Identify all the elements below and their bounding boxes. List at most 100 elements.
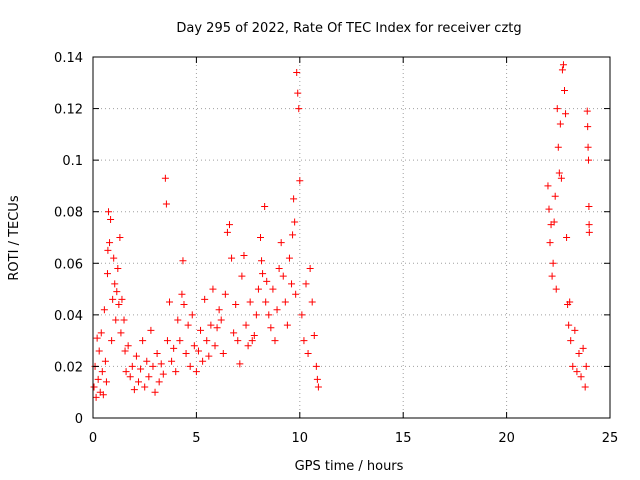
x-axis-label: GPS time / hours <box>295 459 404 474</box>
data-point <box>108 337 116 345</box>
y-tick-label: 0.02 <box>54 360 83 375</box>
data-point <box>296 177 304 185</box>
data-point <box>107 215 115 223</box>
data-point <box>262 298 270 306</box>
x-tick-label: 15 <box>395 431 412 446</box>
data-point <box>228 254 236 262</box>
data-point <box>197 326 205 334</box>
y-tick-label: 0.14 <box>54 51 83 66</box>
x-tick-label: 10 <box>292 431 309 446</box>
data-point <box>95 347 103 355</box>
data-point <box>213 324 221 332</box>
x-tick-label: 0 <box>89 431 97 446</box>
data-point <box>168 357 176 365</box>
data-point <box>190 342 198 350</box>
plot-frame <box>92 56 611 419</box>
data-point <box>111 280 119 288</box>
data-point <box>544 182 552 190</box>
data-point <box>246 298 254 306</box>
data-point <box>122 368 130 376</box>
data-point <box>579 344 587 352</box>
data-point <box>219 350 227 358</box>
data-point <box>186 362 194 370</box>
data-point <box>582 362 590 370</box>
data-point <box>314 383 322 391</box>
data-point <box>288 280 296 288</box>
data-point <box>313 375 321 383</box>
data-point <box>128 362 136 370</box>
data-point <box>242 321 250 329</box>
data-point <box>153 350 161 358</box>
y-axis-label: ROTI / TECUs <box>7 195 22 280</box>
data-point <box>106 239 114 247</box>
data-point <box>101 357 109 365</box>
data-point <box>558 66 566 74</box>
data-point <box>159 370 167 378</box>
data-point <box>557 174 565 182</box>
data-point <box>217 316 225 324</box>
data-point <box>115 301 123 309</box>
data-point <box>552 285 560 293</box>
data-point <box>221 290 229 298</box>
data-point <box>114 264 122 272</box>
data-point <box>223 228 231 236</box>
data-point <box>283 321 291 329</box>
data-point <box>236 360 244 368</box>
data-point <box>166 298 174 306</box>
y-tick-label: 0.06 <box>54 257 83 272</box>
data-point <box>244 342 252 350</box>
data-point <box>306 264 314 272</box>
y-tick-label: 0 <box>75 412 83 427</box>
data-point <box>149 362 157 370</box>
data-point <box>252 311 260 319</box>
data-point <box>556 120 564 128</box>
data-point <box>162 200 170 208</box>
data-point <box>550 218 558 226</box>
data-point <box>584 123 592 131</box>
data-point <box>98 368 106 376</box>
data-point <box>285 254 293 262</box>
data-point <box>573 368 581 376</box>
x-tick-label: 5 <box>192 431 200 446</box>
data-point <box>277 239 285 247</box>
data-point <box>132 352 140 360</box>
data-point <box>250 331 258 339</box>
data-point <box>585 221 593 229</box>
data-point <box>300 337 308 345</box>
data-point <box>188 311 196 319</box>
data-point <box>275 264 283 272</box>
data-point <box>549 259 557 267</box>
grid-lines <box>93 57 610 418</box>
data-point <box>563 234 571 241</box>
data-point <box>126 373 134 381</box>
data-point <box>554 143 562 151</box>
data-point <box>116 234 124 241</box>
data-point <box>194 347 202 355</box>
data-point <box>205 352 213 360</box>
data-points <box>90 61 593 401</box>
data-point <box>267 324 275 332</box>
data-point <box>566 298 574 306</box>
data-point <box>281 298 289 306</box>
data-point <box>211 342 219 350</box>
data-point <box>134 378 142 386</box>
data-point <box>555 169 563 177</box>
data-point <box>124 342 132 350</box>
data-point <box>575 350 583 358</box>
data-point <box>102 378 110 386</box>
data-point <box>292 290 300 298</box>
data-point <box>271 337 279 345</box>
data-point <box>174 316 182 324</box>
data-point <box>121 347 129 355</box>
data-point <box>94 375 102 383</box>
data-point <box>112 316 120 324</box>
data-point <box>130 386 138 394</box>
data-point <box>147 326 155 334</box>
data-point <box>155 378 163 386</box>
data-point <box>263 277 271 285</box>
data-point <box>170 344 178 352</box>
data-point <box>269 285 277 293</box>
data-point <box>143 357 151 365</box>
data-point <box>312 362 320 370</box>
